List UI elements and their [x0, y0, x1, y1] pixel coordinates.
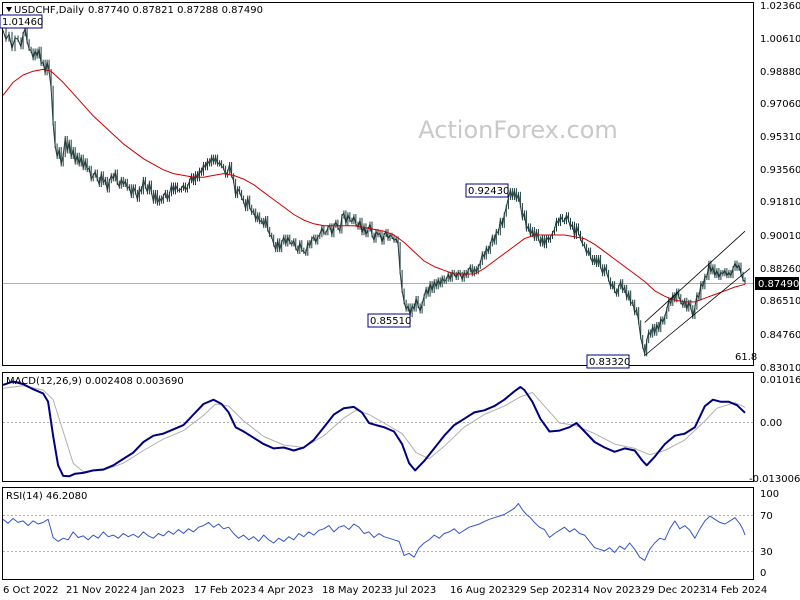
price-level-label: 0.92430: [468, 186, 509, 197]
price-tick-label: 0.84760: [760, 330, 800, 341]
price-series: [2, 26, 746, 357]
date-tick-label: 14 Feb 2024: [705, 585, 767, 596]
price-annotations: 0.85510 0.92430 0.83320 1.01460 61.8: [0, 14, 757, 369]
macd-title: MACD(12,26,9) 0.002408 0.003690: [6, 376, 184, 387]
date-tick-label: 29 Dec 2023: [642, 585, 706, 596]
macd-tick-label: 0.010166: [760, 375, 800, 386]
rsi-line: [2, 503, 746, 561]
date-tick-label: 21 Nov 2022: [66, 585, 130, 596]
rsi-tick-label: 70: [760, 511, 773, 522]
price-level-box: [367, 313, 411, 328]
moving-average-path: [2, 68, 746, 303]
price-tick-label: 1.02360: [760, 1, 800, 12]
price-panel-frame: [2, 2, 754, 366]
macd-line: [2, 380, 746, 478]
date-tick-label: 6 Oct 2022: [3, 585, 58, 596]
macd-tick-label: 0.00: [760, 418, 782, 429]
price-tick-label: 0.98880: [760, 67, 800, 78]
price-tick-label: 0.93560: [760, 165, 800, 176]
price-level-box: [0, 14, 43, 29]
channel-upper-line: [644, 230, 746, 323]
price-tick-label: 0.95310: [760, 132, 800, 143]
price-line: [2, 27, 746, 355]
price-level-box: [586, 354, 630, 369]
watermark: ActionForex.com: [418, 116, 618, 144]
macd-axis: 0.010166 0.00 -0.013006: [749, 375, 800, 485]
current-price-tag: [755, 277, 799, 290]
rsi-tick-label: 0: [760, 568, 766, 579]
date-tick-label: 16 Aug 2023: [450, 585, 514, 596]
channel-lower-line: [644, 268, 751, 356]
rsi-tick-label: 30: [760, 547, 773, 558]
fib-level-label: 61.8: [735, 352, 757, 363]
date-tick-label: 29 Sep 2023: [514, 585, 577, 596]
ohlc-values: 0.87740 0.87821 0.87288 0.87490: [88, 5, 263, 16]
price-level-label: 1.01460: [2, 17, 43, 28]
price-tick-label: 0.91810: [760, 197, 800, 208]
date-tick-label: 3 Jul 2023: [386, 585, 436, 596]
price-tick-label: 0.88260: [760, 264, 800, 275]
date-tick-label: 18 May 2023: [322, 585, 387, 596]
macd-series: [2, 380, 746, 478]
current-price-value: 0.87490: [758, 279, 799, 290]
rsi-series: [2, 503, 746, 561]
price-tick-label: 0.90010: [760, 231, 800, 242]
price-level-label: 0.83320: [589, 357, 630, 368]
date-tick-label: 4 Jan 2023: [131, 585, 185, 596]
trend-channel: [644, 230, 751, 356]
price-level-label: 0.85510: [370, 316, 411, 327]
rsi-title: RSI(14) 46.2080: [6, 491, 87, 502]
date-axis: 6 Oct 2022 21 Nov 2022 4 Jan 2023 17 Feb…: [3, 585, 767, 596]
price-tick-label: 0.97060: [760, 99, 800, 110]
rsi-panel-frame: [2, 487, 754, 580]
date-tick-label: 14 Nov 2023: [577, 585, 641, 596]
date-tick-label: 4 Apr 2023: [258, 585, 313, 596]
price-axis: 1.02360 1.00610 0.98880 0.97060 0.95310 …: [760, 1, 800, 374]
collapse-triangle-icon[interactable]: [6, 7, 12, 12]
date-tick-label: 17 Feb 2023: [194, 585, 256, 596]
rsi-axis: 100 70 30 0: [760, 489, 779, 579]
moving-average-line: [2, 68, 746, 303]
price-level-box: [465, 183, 509, 198]
rsi-tick-label: 100: [760, 489, 779, 500]
price-tick-label: 0.86510: [760, 296, 800, 307]
symbol-label: USDCHF,Daily: [14, 5, 84, 16]
macd-tick-label: -0.013006: [749, 474, 800, 485]
price-tick-label: 0.83010: [760, 363, 800, 374]
macd-panel-frame: [2, 372, 754, 482]
price-tick-label: 1.00610: [760, 34, 800, 45]
macd-signal-line: [2, 385, 746, 473]
